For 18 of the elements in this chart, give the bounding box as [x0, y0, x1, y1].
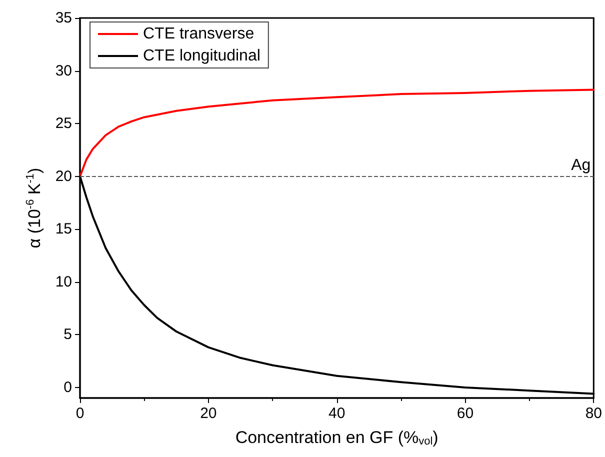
- ref-line-label: Ag: [571, 156, 591, 174]
- x-tick-label: 0: [76, 405, 84, 422]
- y-tick-label: 5: [64, 326, 72, 344]
- x-tick-label: 40: [328, 405, 346, 422]
- y-axis-title: α (10-6 K-1): [24, 168, 44, 248]
- y-tick-label: 35: [55, 10, 72, 26]
- y-tick-label: 20: [55, 168, 72, 185]
- x-tick-label: 80: [585, 405, 602, 422]
- y-tick-label: 15: [55, 220, 72, 238]
- x-tick-label: 20: [200, 405, 217, 422]
- x-tick-label: 60: [456, 405, 474, 422]
- legend-label: CTE transverse: [143, 26, 254, 42]
- legend-label: CTE longitudinal: [143, 48, 260, 64]
- y-tick-label: 0: [64, 378, 72, 396]
- y-tick-label: 25: [55, 115, 72, 132]
- y-tick-label: 30: [55, 62, 72, 80]
- y-tick-label: 10: [55, 273, 72, 290]
- line-series: [79, 88, 595, 178]
